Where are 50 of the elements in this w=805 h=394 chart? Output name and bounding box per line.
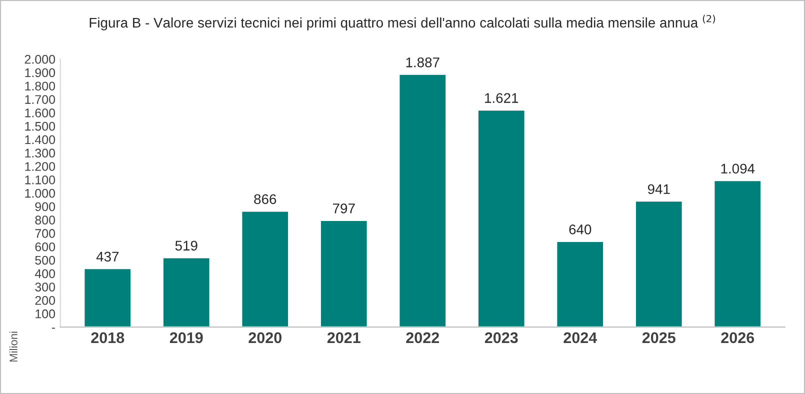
y-tick-label: 100 — [36, 309, 56, 318]
data-label: 941 — [648, 184, 670, 194]
x-tick-label: 2018 — [91, 332, 124, 344]
y-tick-label: 1.000 — [25, 188, 56, 198]
y-tick-label: - — [52, 328, 55, 329]
x-tick-label: 2019 — [170, 332, 203, 344]
y-tick-label: 800 — [35, 216, 56, 225]
y-tick-label: 700 — [35, 229, 56, 238]
y-tick-label: 2.000 — [24, 54, 56, 64]
y-tick-label: 500 — [35, 256, 56, 265]
x-tick-label: 2026 — [721, 332, 754, 344]
y-tick-label: 1.700 — [25, 95, 56, 104]
y-tick-label: 1.100 — [25, 175, 56, 184]
bar — [83, 268, 132, 328]
data-label: 519 — [175, 240, 198, 251]
data-label: 797 — [333, 204, 355, 214]
y-tick-label: 200 — [35, 296, 56, 305]
y-tick-label: 600 — [35, 242, 56, 252]
y-tick-label: 1.300 — [25, 148, 56, 158]
y-tick-label: 400 — [34, 269, 56, 278]
bar — [634, 200, 684, 328]
data-label: 640 — [569, 224, 592, 234]
y-tick-label: 900 — [35, 202, 56, 212]
bar — [240, 210, 290, 328]
bar — [398, 74, 447, 328]
data-label: 1.887 — [406, 57, 440, 68]
y-tick-label: 300 — [35, 282, 56, 292]
data-label: 866 — [254, 194, 276, 204]
x-tick-label: 2020 — [248, 332, 282, 344]
bar — [556, 240, 604, 328]
x-tick-label: 2022 — [406, 332, 440, 344]
y-tick-label: 1.800 — [25, 82, 56, 91]
bar — [162, 256, 211, 328]
chart-title: Figura B - Valore servizi tecnici nei primi quattro mesi dell'anno calcolati sulla media mensile annua $^{(2)}$ — [90, 14, 716, 30]
data-label: 437 — [96, 252, 119, 262]
y-tick-label: 1.500 — [25, 122, 56, 131]
bar — [713, 180, 762, 328]
bar — [477, 109, 526, 328]
x-tick-label: 2024 — [564, 332, 598, 344]
data-label: 1.094 — [721, 164, 755, 174]
y-tick-label: 1.400 — [25, 135, 56, 144]
x-tick-label: 2021 — [327, 332, 360, 344]
y-axis-title: Milioni — [9, 332, 18, 362]
x-tick-label: 2025 — [642, 332, 676, 344]
y-tick-label: 1.200 — [25, 162, 56, 171]
y-tick-label: 1.900 — [25, 68, 56, 78]
y-tick-label: 1.600 — [25, 108, 56, 118]
x-tick-label: 2023 — [484, 332, 518, 344]
data-label: 1.621 — [485, 93, 518, 103]
bar — [320, 220, 368, 328]
